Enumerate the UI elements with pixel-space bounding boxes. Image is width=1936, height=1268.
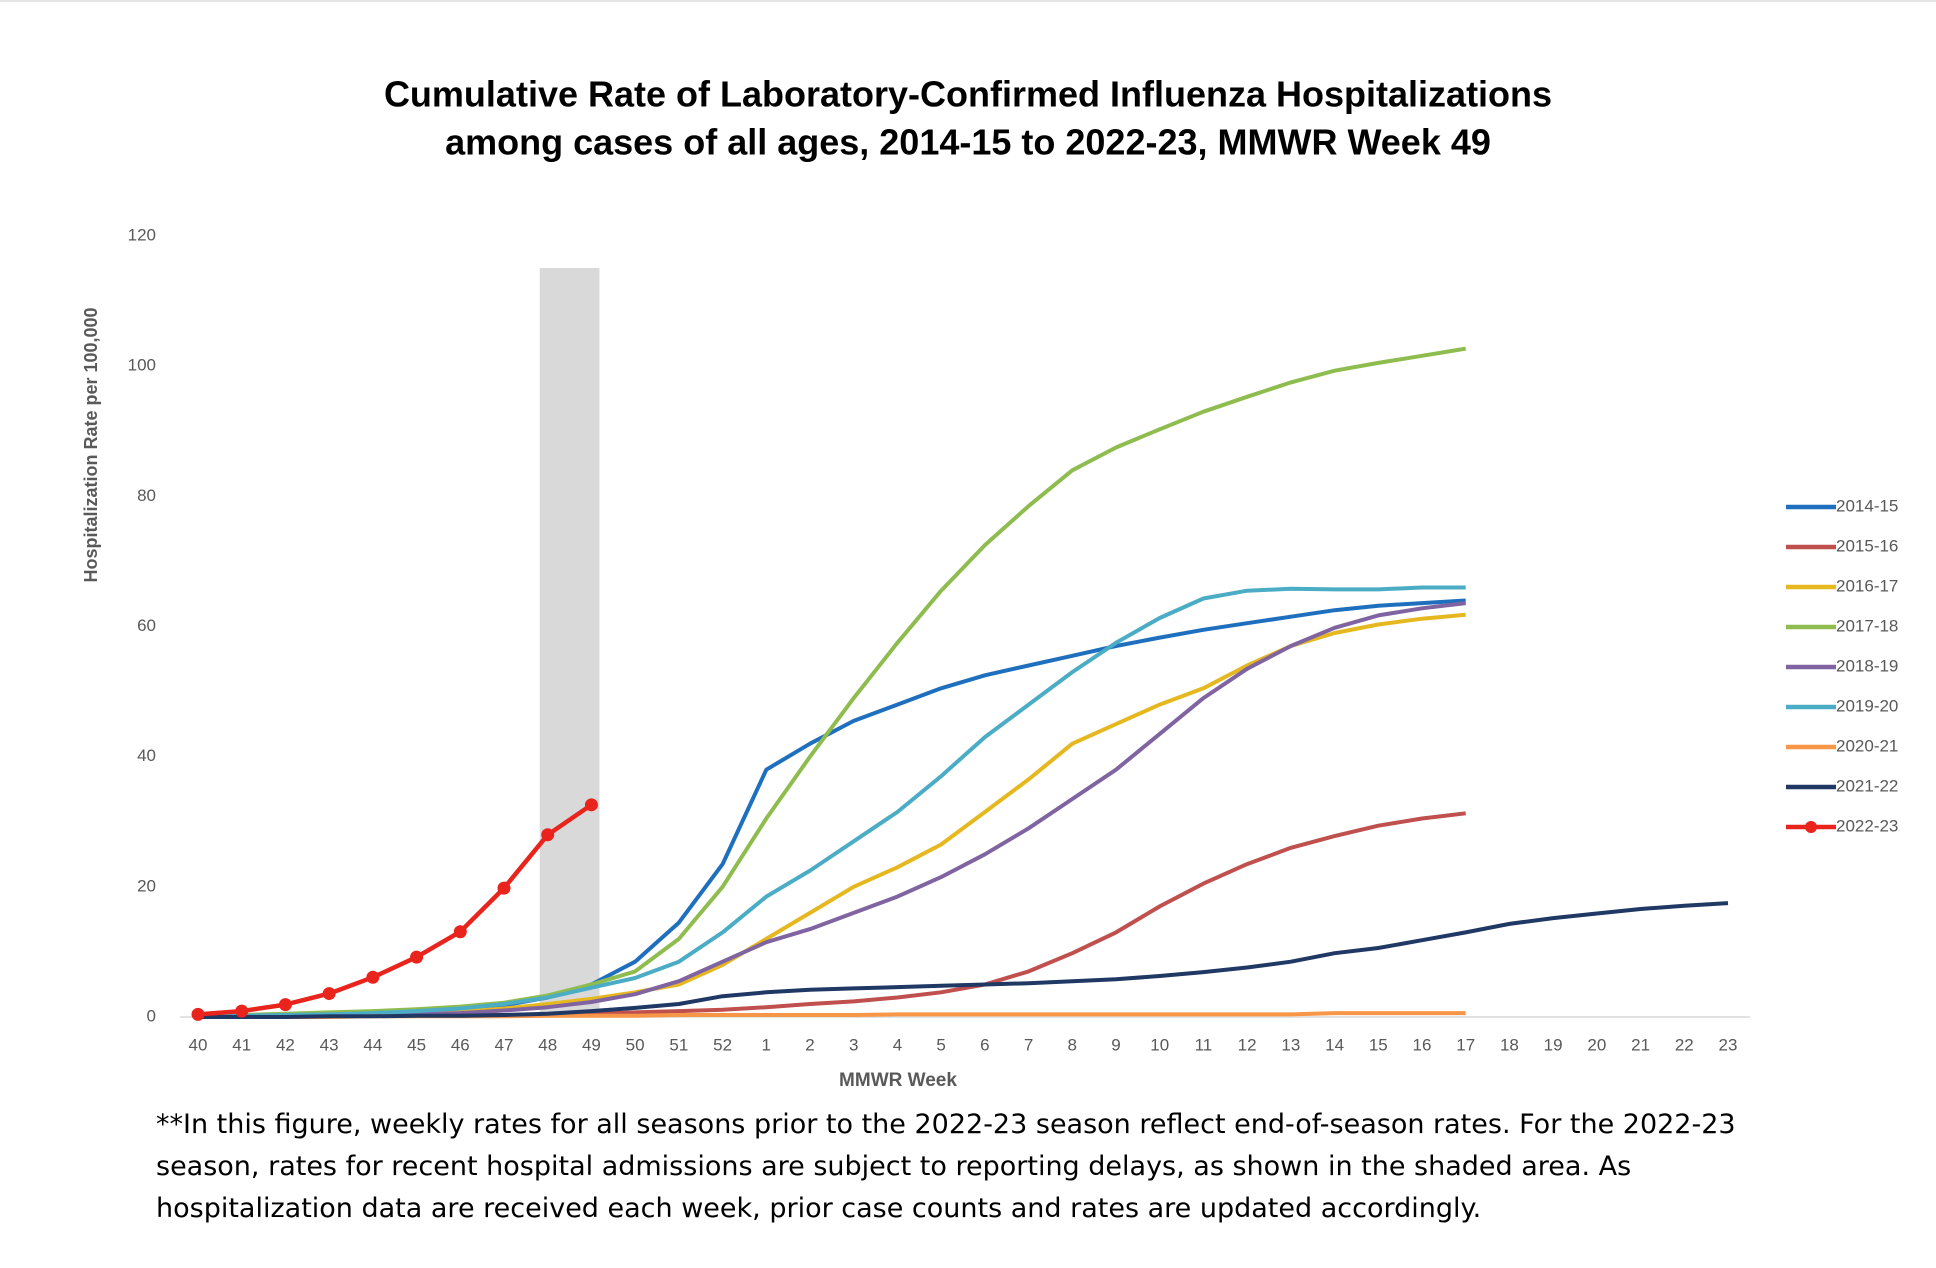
chart-title: Cumulative Rate of Laboratory-Confirmed …	[384, 74, 1552, 115]
x-tick-label: 49	[582, 1035, 601, 1054]
x-tick-label: 45	[407, 1035, 426, 1054]
legend-label: 2018-19	[1836, 656, 1898, 675]
legend-label: 2019-20	[1836, 696, 1898, 715]
x-tick-label: 4	[893, 1035, 902, 1054]
legend-marker	[1805, 821, 1817, 833]
data-point	[235, 1004, 249, 1018]
data-point	[453, 925, 467, 939]
x-tick-label: 41	[232, 1035, 251, 1054]
x-axis-label: MMWR Week	[839, 1070, 957, 1091]
data-point	[410, 950, 424, 964]
x-tick-label: 10	[1150, 1035, 1169, 1054]
x-tick-label: 52	[713, 1035, 732, 1054]
x-tick-label: 51	[669, 1035, 688, 1054]
x-tick-label: 5	[936, 1035, 945, 1054]
legend-label: 2021-22	[1836, 776, 1898, 795]
y-axis-label: Hospitalization Rate per 100,000	[81, 307, 101, 582]
series-line	[197, 585, 1466, 1019]
x-tick-label: 7	[1024, 1035, 1033, 1054]
y-tick-label: 20	[137, 876, 156, 895]
data-point	[191, 1007, 205, 1021]
x-tick-label: 47	[495, 1035, 514, 1054]
x-tick-label: 46	[451, 1035, 470, 1054]
x-tick-label: 11	[1195, 1035, 1213, 1054]
legend-label: 2022-23	[1836, 816, 1898, 835]
x-tick-label: 16	[1413, 1035, 1432, 1054]
y-tick-label: 40	[137, 746, 156, 765]
series-line	[197, 802, 593, 1017]
x-tick-label: 42	[276, 1035, 295, 1054]
legend-label: 2016-17	[1836, 576, 1898, 595]
legend-label: 2014-15	[1836, 496, 1898, 515]
footnote: **In this figure, weekly rates for all s…	[156, 1109, 1736, 1224]
y-tick-label: 100	[128, 356, 156, 375]
data-point	[322, 987, 336, 1001]
y-tick-label: 0	[147, 1006, 156, 1025]
x-tick-label: 9	[1111, 1035, 1120, 1054]
data-point	[366, 970, 380, 984]
data-point	[278, 998, 292, 1012]
series-line	[197, 601, 1466, 1019]
legend-label: 2020-21	[1836, 736, 1898, 755]
y-tick-label: 60	[137, 616, 156, 635]
x-tick-label: 3	[849, 1035, 858, 1054]
series-line	[197, 598, 1466, 1019]
x-tick-label: 13	[1281, 1035, 1300, 1054]
x-tick-label: 14	[1325, 1035, 1344, 1054]
series-line	[197, 612, 1466, 1019]
x-tick-label: 43	[320, 1035, 339, 1054]
x-tick-label: 50	[626, 1035, 645, 1054]
x-tick-label: 2	[805, 1035, 814, 1054]
x-tick-label: 19	[1544, 1035, 1563, 1054]
x-tick-label: 18	[1500, 1035, 1519, 1054]
x-tick-label: 21	[1631, 1035, 1650, 1054]
x-tick-label: 15	[1369, 1035, 1388, 1054]
x-tick-label: 48	[538, 1035, 557, 1054]
data-point	[497, 881, 511, 895]
series-line	[198, 901, 1729, 1019]
y-tick-label: 120	[128, 225, 156, 244]
shaded-area	[539, 268, 600, 1017]
x-tick-label: 22	[1675, 1035, 1694, 1054]
x-tick-label: 1	[762, 1035, 771, 1054]
x-tick-label: 44	[363, 1035, 382, 1054]
chart-title: among cases of all ages, 2014-15 to 2022…	[445, 122, 1491, 163]
y-tick-label: 80	[137, 486, 156, 505]
x-tick-label: 17	[1456, 1035, 1475, 1054]
data-point	[584, 798, 598, 812]
series-line	[198, 811, 1466, 1019]
chart: Cumulative Rate of Laboratory-Confirmed …	[0, 0, 1936, 1091]
x-tick-label: 8	[1068, 1035, 1077, 1054]
x-tick-label: 6	[980, 1035, 989, 1054]
x-tick-label: 40	[189, 1035, 208, 1054]
x-tick-label: 20	[1587, 1035, 1606, 1054]
legend-label: 2015-16	[1836, 536, 1898, 555]
x-tick-label: 23	[1719, 1035, 1738, 1054]
series-line	[197, 346, 1467, 1018]
x-tick-label: 12	[1238, 1035, 1257, 1054]
legend-label: 2017-18	[1836, 616, 1898, 635]
data-point	[541, 828, 555, 842]
